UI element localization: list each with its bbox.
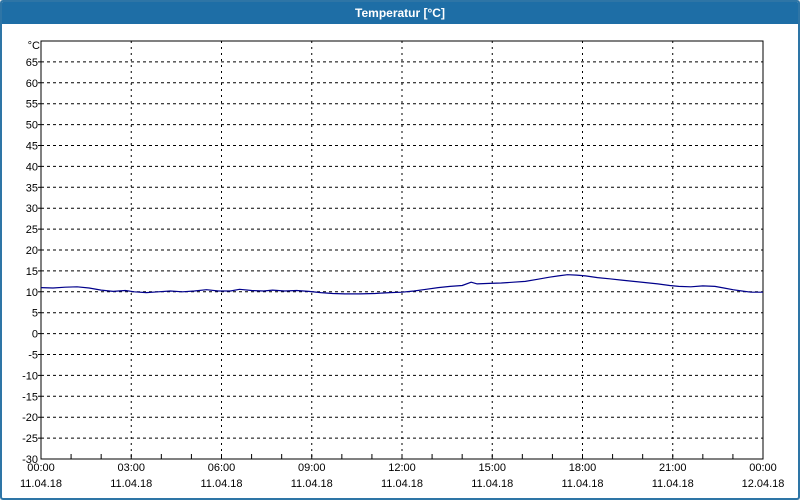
y-axis-label: -25 [22, 433, 38, 445]
x-axis-date-label: 11.04.18 [110, 478, 152, 490]
y-unit-label: °C [28, 40, 40, 52]
x-axis-time-label: 15:00 [478, 462, 506, 474]
y-axis-label: -10 [22, 370, 38, 382]
y-axis-label: 20 [26, 245, 38, 257]
window-titlebar: Temperatur [°C] [2, 2, 798, 24]
x-axis-date-label: 11.04.18 [381, 478, 423, 490]
y-axis-label: 50 [26, 120, 38, 132]
temperature-line [40, 274, 763, 295]
y-axis-label: 5 [32, 308, 38, 320]
y-axis-label: 55 [26, 99, 38, 111]
x-axis-date-label: 11.04.18 [652, 478, 694, 490]
x-axis-date-label: 11.04.18 [291, 478, 333, 490]
y-axis-label: 25 [26, 224, 38, 236]
y-axis-label: 30 [26, 203, 38, 215]
temperature-chart: 65605550454035302520151050-5-10-15-20-25… [20, 40, 785, 490]
chart-area: 65 60 55 50 45 40 35 30 25 20 15 10 5 0 -5 -10 -15 -20 -25… [2, 24, 798, 498]
plot-frame [40, 40, 764, 460]
y-axis-label: 45 [26, 141, 38, 153]
x-axis-time-label: 00:00 [749, 462, 777, 474]
x-axis-time-label: 09:00 [298, 462, 326, 474]
x-axis-time-label: 03:00 [117, 462, 145, 474]
x-axis-time-label: 21:00 [659, 462, 687, 474]
y-axis-label: -20 [22, 412, 38, 424]
x-axis-date-label: 11.04.18 [471, 478, 513, 490]
x-axis-date-label: 11.04.18 [20, 478, 62, 490]
y-axis-label: 0 [32, 329, 38, 341]
y-axis-label: -15 [22, 391, 38, 403]
y-axis-label: 60 [26, 78, 38, 90]
y-axis-label: 65 [26, 57, 38, 69]
y-axis-label: 15 [26, 266, 38, 278]
y-axis-label: -30 [22, 454, 38, 466]
y-axis-label: 35 [26, 182, 38, 194]
x-axis-date-label: 11.04.18 [200, 478, 242, 490]
x-axis-time-label: 12:00 [388, 462, 416, 474]
y-axis-label: 40 [26, 161, 38, 173]
y-axis-label: -5 [28, 350, 38, 362]
x-axis-time-label: 00:00 [27, 462, 55, 474]
x-axis-time-label: 18:00 [569, 462, 597, 474]
x-axis-date-label: 11.04.18 [561, 478, 603, 490]
y-axis-label: 10 [26, 287, 38, 299]
x-axis-date-label: 12.04.18 [742, 478, 785, 490]
x-axis-time-label: 06:00 [208, 462, 236, 474]
window-title: Temperatur [°C] [355, 6, 445, 20]
